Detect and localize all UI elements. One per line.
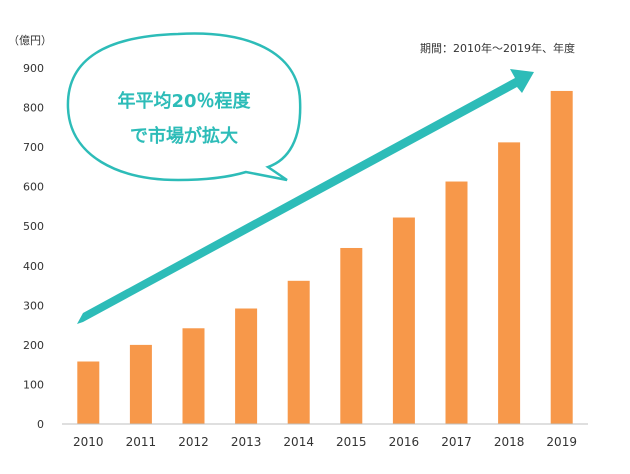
y-tick-label: 0: [37, 418, 44, 431]
bar-2013: [235, 308, 258, 424]
x-tick-label: 2016: [389, 435, 420, 449]
callout-text-line1: 年平均20％程度: [117, 90, 251, 112]
x-tick-label: 2015: [336, 435, 367, 449]
y-tick-label: 100: [23, 378, 44, 391]
y-tick-label: 800: [23, 102, 44, 115]
bar-2015: [340, 247, 363, 424]
x-tick-label: 2017: [441, 435, 472, 449]
bar-2014: [287, 280, 310, 424]
x-tick-label: 2012: [178, 435, 209, 449]
y-tick-label: 900: [23, 62, 44, 75]
period-note: 期間：2010年～2019年、年度: [420, 41, 575, 55]
bar-2012: [182, 328, 205, 424]
x-tick-label: 2019: [546, 435, 577, 449]
bar-2018: [498, 142, 521, 424]
bar-2010: [77, 361, 100, 424]
y-tick-label: 500: [23, 220, 44, 233]
y-axis-ticks: 0 100 200 300 400 500 600 700 800 900: [23, 62, 44, 431]
y-axis-unit-label: （億円）: [8, 34, 52, 47]
x-tick-label: 2018: [494, 435, 525, 449]
bar-2011: [129, 344, 152, 424]
bar-2017: [445, 181, 468, 424]
bars: [77, 90, 573, 424]
x-tick-label: 2014: [283, 435, 314, 449]
y-tick-label: 600: [23, 181, 44, 194]
y-tick-label: 300: [23, 299, 44, 312]
callout-text-line2: で市場が拡大: [130, 125, 238, 147]
x-tick-label: 2011: [126, 435, 157, 449]
bar-2019: [550, 90, 573, 424]
y-tick-label: 400: [23, 260, 44, 273]
x-axis-ticks: 2010 2011 2012 2013 2014 2015 2016 2017 2018 2019: [73, 435, 577, 449]
y-tick-label: 700: [23, 141, 44, 154]
callout-bubble: [66, 32, 302, 182]
x-tick-label: 2010: [73, 435, 104, 449]
trend-arrow: [77, 69, 534, 324]
y-tick-label: 200: [23, 339, 44, 352]
x-tick-label: 2013: [231, 435, 262, 449]
bar-2016: [392, 217, 415, 424]
